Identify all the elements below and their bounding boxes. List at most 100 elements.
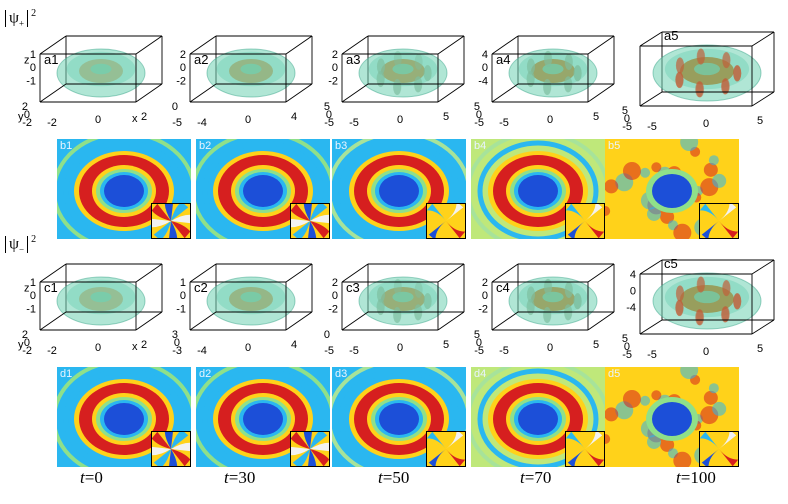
iso-surface-c4 xyxy=(508,276,598,326)
box-edge xyxy=(39,311,67,331)
x-tick-label: 0 xyxy=(397,114,403,126)
y-tick-label: 5 xyxy=(474,329,480,341)
density-map-d5: d5 xyxy=(605,367,739,467)
density-map-b4: b4 xyxy=(471,139,605,239)
iso-surface-c5 xyxy=(652,272,762,330)
plot3d-c2: 1 0 -1 3 0 -3 -4 0 4 c2 xyxy=(160,246,313,364)
x-tick-label: 0 xyxy=(95,114,101,126)
panel-label-d5: d5 xyxy=(608,368,621,380)
box-edge xyxy=(437,35,465,55)
box-edge xyxy=(587,35,615,55)
z-tick-label: 0 xyxy=(332,290,338,302)
y-tick-label: -5 xyxy=(474,345,484,357)
y-tick-label: 5 xyxy=(474,101,480,113)
x-tick-label: 4 xyxy=(291,339,297,351)
axis-label-y: y xyxy=(18,111,24,123)
x-tick-label: 5 xyxy=(443,111,449,123)
z-tick-label: 4 xyxy=(482,49,488,61)
box-edge xyxy=(39,83,67,103)
y-tick-label: 0 xyxy=(174,337,180,349)
x-tick-label: 5 xyxy=(757,115,763,127)
x-tick-label: -4 xyxy=(197,345,207,357)
box-edge xyxy=(491,35,519,55)
x-tick-label: 0 xyxy=(703,118,709,130)
box-edge xyxy=(189,35,217,55)
x-tick-label: 5 xyxy=(593,339,599,351)
z-tick-label: -4 xyxy=(478,75,488,87)
y-tick-label: -3 xyxy=(172,345,182,357)
y-tick-label: 0 xyxy=(24,337,30,349)
plot3d-a1: 1 0 -1 2 0 -2 -2 0 2 z y x a1 xyxy=(10,18,163,136)
axis-label-y: y xyxy=(18,339,24,351)
z-tick-label: 2 xyxy=(180,49,186,61)
z-tick-label: 1 xyxy=(30,277,36,289)
z-tick-label: -2 xyxy=(328,75,338,87)
box-edge xyxy=(285,83,313,103)
box-edge xyxy=(491,311,519,331)
box-edge xyxy=(39,263,67,283)
panel-label-b5: b5 xyxy=(608,140,621,152)
box-edge xyxy=(587,263,615,283)
x-tick-label: 0 xyxy=(397,342,403,354)
density-map-b2: b2 xyxy=(196,139,330,239)
axis-label-z: z xyxy=(24,55,30,67)
x-tick-label: 5 xyxy=(593,111,599,123)
x-tick-label: 2 xyxy=(141,111,147,123)
z-tick-label: 0 xyxy=(332,62,338,74)
y-tick-label: 0 xyxy=(624,341,630,353)
time-label-2: t=30 xyxy=(224,468,256,487)
z-tick-label: -4 xyxy=(626,302,636,314)
box-edge xyxy=(135,35,163,55)
z-tick-label: 0 xyxy=(30,290,36,302)
phase-inset-b3 xyxy=(426,203,466,239)
box-edge xyxy=(285,35,313,55)
box-edge xyxy=(437,263,465,283)
phase-inset-d1 xyxy=(151,431,191,467)
phase-inset-d4 xyxy=(565,431,605,467)
y-tick-label: -5 xyxy=(622,349,632,361)
panel-label-b4: b4 xyxy=(474,140,487,152)
y-tick-label: -5 xyxy=(324,345,334,357)
plot3d-c3: 2 0 -2 0 -5 -5 0 5 c3 xyxy=(312,246,465,364)
y-tick-label: -2 xyxy=(22,117,32,129)
box-edge xyxy=(639,259,663,275)
density-map-b3: b3 xyxy=(332,139,466,239)
y-tick-label: 0 xyxy=(172,101,178,113)
box-edge xyxy=(639,319,663,335)
box-edge xyxy=(135,263,163,283)
time-label-1: t=0 xyxy=(80,468,103,487)
panel-label-c1: c1 xyxy=(44,280,58,295)
x-tick-label: -2 xyxy=(47,345,57,357)
axis-label-x: x xyxy=(132,341,138,353)
y-tick-label: 5 xyxy=(324,101,330,113)
plot3d-a3: 2 0 -2 5 0 -5 -5 0 5 a3 xyxy=(312,18,465,136)
panel-label-b2: b2 xyxy=(199,140,212,152)
z-tick-label: -2 xyxy=(478,303,488,315)
panel-label-a1: a1 xyxy=(44,52,59,67)
plot3d-c1: 1 0 -1 2 0 -2 -2 0 2 z y x c1 xyxy=(10,246,163,364)
box-edge xyxy=(189,263,217,283)
box-edge xyxy=(751,259,775,275)
iso-surface-a2 xyxy=(206,48,296,98)
x-tick-label: 0 xyxy=(547,342,553,354)
panel-label-c3: c3 xyxy=(346,280,360,295)
x-tick-label: -5 xyxy=(349,345,359,357)
panel-label-d3: d3 xyxy=(335,368,348,380)
plot3d-c4: 2 0 -2 5 0 -5 -5 0 5 c4 xyxy=(462,246,615,364)
box-edge xyxy=(491,263,519,283)
phase-inset-b1 xyxy=(151,203,191,239)
z-tick-label: 2 xyxy=(332,49,338,61)
x-tick-label: -5 xyxy=(647,349,657,361)
y-tick-label: 2 xyxy=(22,329,28,341)
phase-inset-d3 xyxy=(426,431,466,467)
z-tick-label: -1 xyxy=(26,75,36,87)
z-tick-label: 0 xyxy=(482,290,488,302)
box-edge xyxy=(751,319,775,335)
x-tick-label: 0 xyxy=(245,114,251,126)
plot3d-c5: 4 0 -4 5 0 -5 -5 0 5 c5 xyxy=(622,246,778,364)
y-tick-label: 2 xyxy=(22,101,28,113)
panel-label-a3: a3 xyxy=(346,52,361,67)
box-edge xyxy=(437,83,465,103)
z-tick-label: -2 xyxy=(176,75,186,87)
density-map-d3: d3 xyxy=(332,367,466,467)
